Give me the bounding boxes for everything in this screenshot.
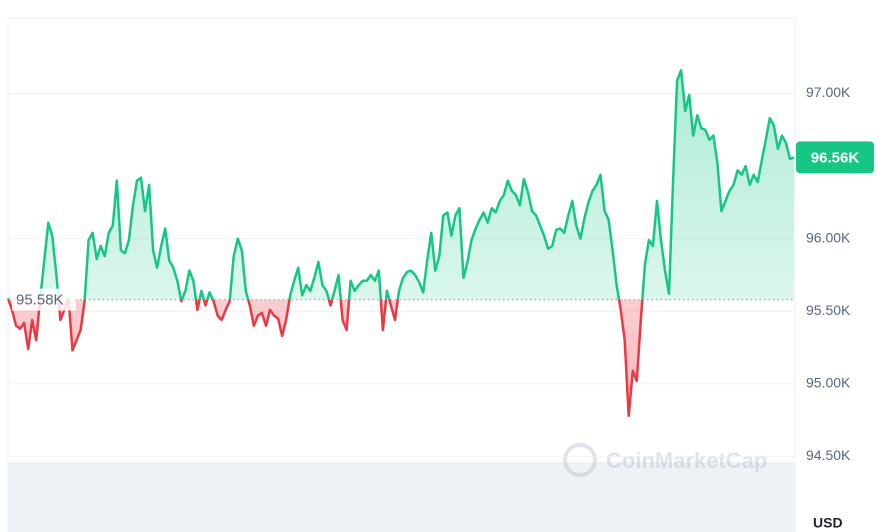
baseline-label: 95.58K	[16, 292, 64, 309]
watermark-text: CoinMarketCap	[606, 448, 767, 473]
watermark: CoinMarketCap	[563, 443, 767, 477]
y-tick-label: 95.50K	[806, 302, 851, 318]
price-line-up	[6, 69, 795, 300]
area-up	[8, 70, 794, 300]
area-down	[8, 299, 794, 416]
unit-label: USD	[813, 515, 843, 531]
price-label: 96.56K	[811, 149, 860, 166]
y-tick-label: 95.00K	[806, 375, 851, 391]
y-tick-label: 97.00K	[806, 84, 851, 100]
watermark-logo	[563, 443, 597, 477]
baseline-label-bg	[12, 288, 76, 311]
price-label-bg	[796, 141, 874, 174]
volume-area	[8, 462, 795, 532]
plot-frame	[7, 17, 796, 532]
y-tick-label: 96.00K	[806, 229, 851, 245]
y-tick-label: 94.50K	[806, 447, 851, 463]
